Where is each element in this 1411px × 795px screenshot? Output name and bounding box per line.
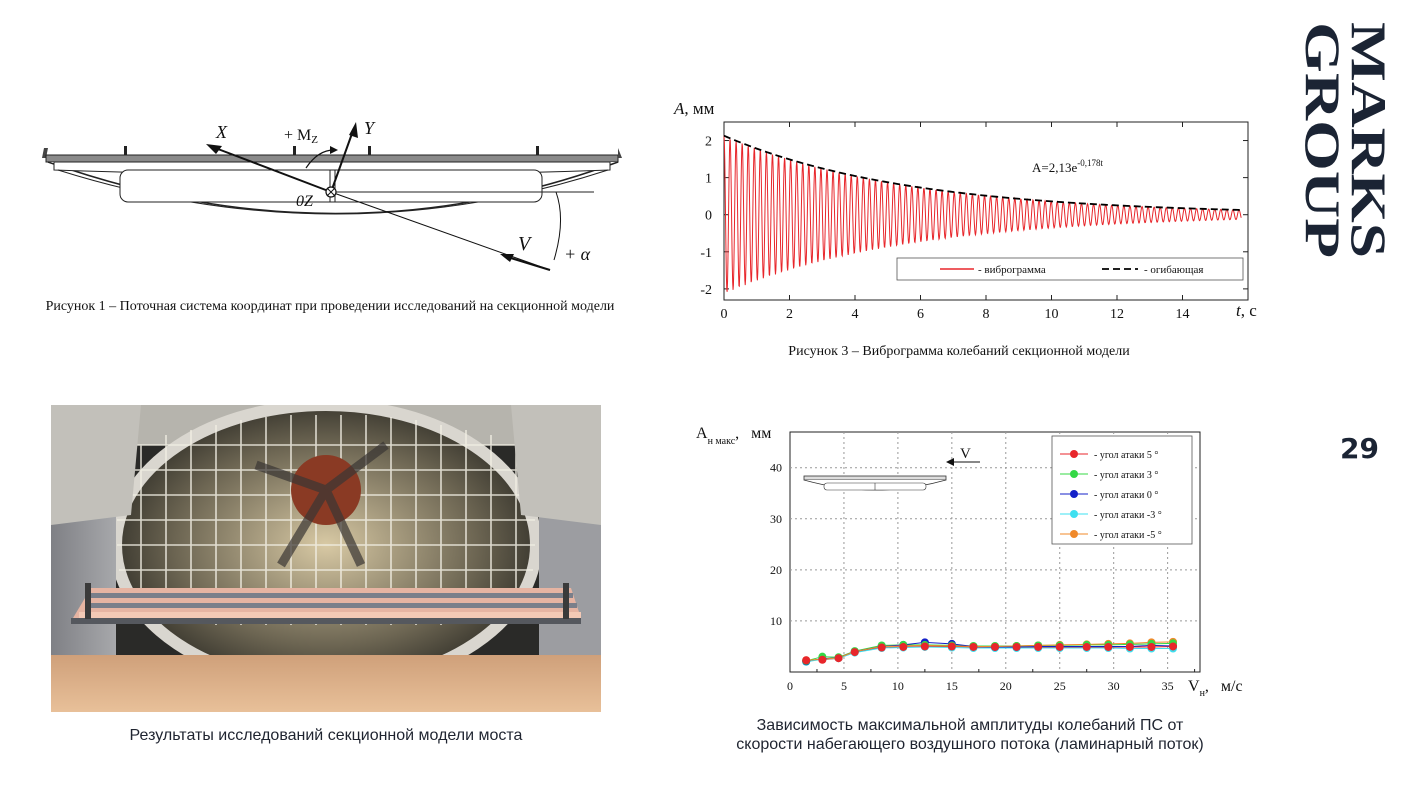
chart1-legend bbox=[896, 257, 1244, 281]
inset-v-label: V bbox=[960, 446, 971, 462]
x-tick-label: 8 bbox=[983, 307, 990, 322]
data-point bbox=[834, 654, 843, 663]
legend-label: - угол атаки 5 ° bbox=[1094, 450, 1158, 461]
vibrogram-signal-line bbox=[723, 135, 1242, 292]
y-tick-label: 30 bbox=[770, 512, 782, 526]
inner-box bbox=[119, 169, 543, 203]
x-tick-label: 4 bbox=[852, 307, 859, 322]
envelope-dashed-line bbox=[723, 134, 1242, 211]
section-model bbox=[71, 583, 581, 624]
data-point bbox=[899, 642, 908, 651]
label-alpha: + α bbox=[564, 244, 591, 264]
x-tick-label: 10 bbox=[1045, 307, 1059, 322]
x-tick-label: 2 bbox=[786, 307, 793, 322]
x-tick-label: 12 bbox=[1110, 307, 1124, 322]
y-tick-label: 1 bbox=[705, 172, 712, 187]
chart2-xlabel: Vн, м/с bbox=[1188, 678, 1243, 698]
label-origin: 0Z bbox=[296, 193, 314, 210]
data-point bbox=[818, 655, 827, 664]
data-point bbox=[969, 642, 978, 651]
x-tick-label: 0 bbox=[721, 307, 728, 322]
page-number: 29 bbox=[1340, 432, 1379, 465]
inset-deck-sketch: V bbox=[803, 446, 980, 491]
label-v: V bbox=[518, 233, 533, 255]
y-tick-label: 0 bbox=[705, 209, 712, 224]
label-x: X bbox=[215, 122, 228, 142]
figure4-caption: Зависимость максимальной амплитуды колеб… bbox=[640, 716, 1300, 754]
legend-swatch-marker bbox=[1070, 470, 1078, 478]
data-point bbox=[1104, 642, 1113, 651]
legend-label: - угол атаки 0 ° bbox=[1094, 490, 1158, 501]
x-tick-label: 5 bbox=[841, 679, 847, 693]
chart1-ylabel: A, мм bbox=[673, 99, 715, 118]
photo-caption: Результаты исследований секционной модел… bbox=[129, 727, 523, 744]
data-point bbox=[1125, 642, 1134, 651]
marks-group-logo: MARKS GROUP bbox=[1300, 22, 1397, 258]
deck-plate bbox=[45, 154, 619, 163]
y-tick-label: 2 bbox=[705, 135, 712, 150]
y-tick-label: -1 bbox=[700, 246, 712, 261]
chart1-xlabel: t, с bbox=[1236, 301, 1257, 320]
figure1-caption: Рисунок 1 – Поточная система координат п… bbox=[45, 299, 615, 314]
data-point bbox=[1012, 642, 1021, 651]
x-tick-label: 6 bbox=[917, 307, 924, 322]
logo-line-marks: MARKS bbox=[1341, 22, 1397, 258]
legend-label: - угол атаки 3 ° bbox=[1094, 470, 1158, 481]
data-point bbox=[1147, 642, 1156, 651]
left-wall bbox=[51, 495, 116, 705]
logo-line-group: GROUP bbox=[1300, 22, 1351, 258]
data-point bbox=[850, 648, 859, 657]
x-tick-label: 35 bbox=[1162, 679, 1174, 693]
legend-envelope-label: - огибающая bbox=[1144, 264, 1203, 276]
x-axis-arrow bbox=[209, 145, 332, 193]
data-point bbox=[1169, 642, 1178, 651]
figure4-amplitude-chart: 0 5 10 15 20 25 30 35 10 20 30 40 Aн макс, мм Vн, м… bbox=[696, 425, 1243, 698]
data-point bbox=[877, 643, 886, 652]
legend-swatch-marker bbox=[1070, 530, 1078, 538]
chart2-ylabel: Aн макс, мм bbox=[696, 425, 771, 447]
figure4-caption-line2: скорости набегающего воздушного потока (… bbox=[736, 736, 1204, 753]
x-tick-label: 0 bbox=[787, 679, 793, 693]
x-tick-label: 20 bbox=[1000, 679, 1012, 693]
envelope-formula: A=2,13e-0,178t bbox=[1032, 158, 1103, 175]
velocity-line bbox=[330, 191, 551, 271]
x-tick-label: 15 bbox=[946, 679, 958, 693]
data-point bbox=[1082, 642, 1091, 651]
x-tick-label: 10 bbox=[892, 679, 904, 693]
y-tick-label: 20 bbox=[770, 563, 782, 577]
alpha-arc bbox=[553, 191, 562, 261]
data-point bbox=[947, 642, 956, 651]
x-tick-label: 14 bbox=[1176, 307, 1190, 322]
legend-signal-label: - виброграмма bbox=[978, 264, 1046, 276]
y-axis-arrow bbox=[330, 127, 355, 193]
legend-swatch-marker bbox=[1070, 510, 1078, 518]
wind-tunnel-photo bbox=[51, 405, 601, 712]
legend-label: - угол атаки -3 ° bbox=[1094, 510, 1162, 521]
label-mz: + MZ bbox=[284, 127, 318, 146]
data-point bbox=[920, 642, 929, 651]
figure1-diagram: X Y + MZ 0Z V + α bbox=[42, 118, 622, 271]
y-tick-label: -2 bbox=[700, 283, 712, 298]
figure3-caption: Рисунок 3 – Виброграмма колебаний секцио… bbox=[788, 344, 1130, 359]
data-point bbox=[991, 642, 999, 651]
legend-label: - угол атаки -5 ° bbox=[1094, 530, 1162, 541]
legend-swatch-marker bbox=[1070, 450, 1078, 458]
data-point bbox=[1055, 642, 1064, 651]
x-tick-label: 30 bbox=[1108, 679, 1120, 693]
y-tick-label: 10 bbox=[770, 614, 782, 628]
x-tick-label: 25 bbox=[1054, 679, 1066, 693]
chart2-legend: - угол атаки 5 ° - угол атаки 3 ° - угол а… bbox=[1051, 435, 1193, 545]
y-tick-label: 40 bbox=[770, 461, 782, 475]
data-point bbox=[802, 656, 811, 665]
legend-swatch-marker bbox=[1070, 490, 1078, 498]
label-y: Y bbox=[364, 118, 376, 138]
data-point bbox=[1034, 642, 1043, 651]
figure4-caption-line1: Зависимость максимальной амплитуды колеб… bbox=[756, 717, 1184, 734]
